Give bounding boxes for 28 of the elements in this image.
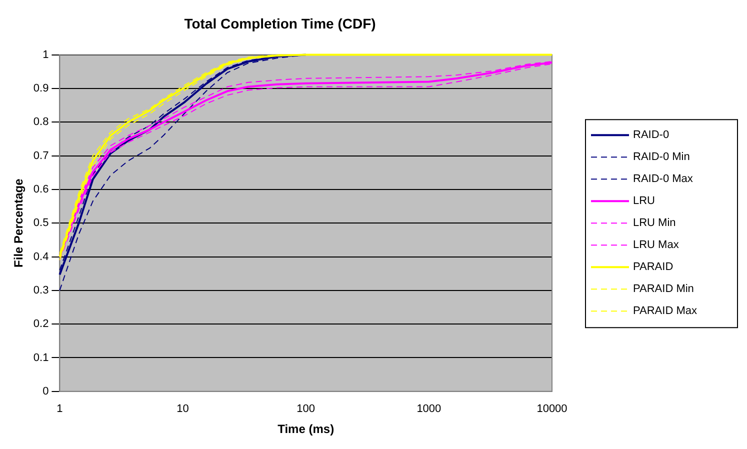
chart-title: Total Completion Time (CDF) [184, 15, 376, 32]
y-tick-label: 1 [42, 48, 49, 61]
y-tick-label: 0 [42, 385, 49, 398]
legend-label: LRU Max [633, 239, 680, 252]
legend-label: RAID-0 Min [633, 151, 690, 164]
legend-label: PARAID Max [633, 305, 698, 318]
x-tick-label: 10000 [536, 403, 568, 416]
y-tick-label: 0.2 [33, 318, 49, 330]
x-axis-title: Time (ms) [278, 422, 334, 436]
y-tick-label: 0.5 [33, 217, 49, 230]
x-tick-label: 1000 [416, 403, 442, 416]
x-tick-label: 100 [296, 403, 316, 416]
y-tick-label: 0.6 [33, 183, 49, 196]
legend-label: LRU Min [633, 217, 676, 230]
x-tick-label: 1 [56, 403, 63, 416]
legend-label: LRU [633, 195, 656, 208]
x-tick-label: 10 [176, 403, 189, 416]
y-tick-label: 0.7 [33, 150, 49, 162]
legend-label: PARAID Min [633, 283, 694, 296]
y-tick-label: 0.1 [33, 352, 49, 364]
legend-label: RAID-0 [633, 129, 670, 142]
y-tick-label: 0.4 [33, 250, 49, 263]
y-tick-label: 0.9 [33, 82, 49, 94]
legend-label: PARAID [633, 261, 674, 274]
y-axis-title: File Percentage [12, 178, 26, 268]
legend-label: RAID-0 Max [633, 173, 694, 186]
y-tick-label: 0.8 [33, 116, 49, 128]
y-tick-label: 0.3 [33, 284, 49, 296]
